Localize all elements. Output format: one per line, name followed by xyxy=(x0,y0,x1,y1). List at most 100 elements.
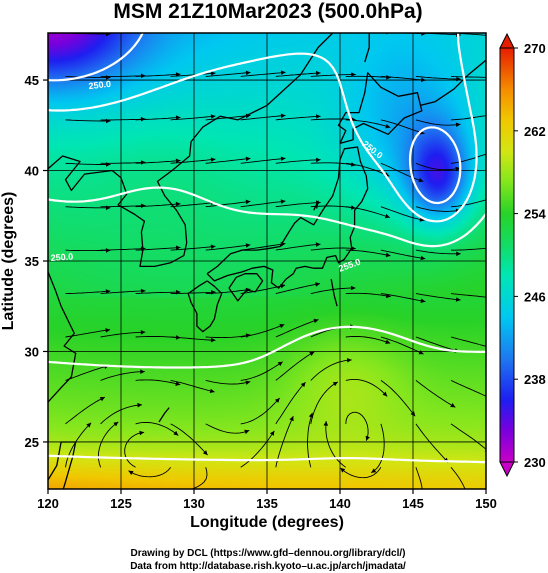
y-tick-label: 40 xyxy=(25,164,39,179)
contour-240 xyxy=(48,33,462,205)
streamline-arrow xyxy=(173,430,179,436)
streamline-arrow xyxy=(316,28,321,33)
streamline xyxy=(450,293,486,298)
colorbar-tick-label: 246 xyxy=(524,289,546,304)
streamline-arrow xyxy=(309,351,315,356)
streamline-arrow xyxy=(332,381,338,387)
x-tick-label: 145 xyxy=(402,496,424,511)
streamline xyxy=(205,157,251,164)
streamline xyxy=(345,378,388,397)
streamline xyxy=(170,379,215,393)
streamline-arrow xyxy=(316,200,321,205)
streamline-arrow xyxy=(280,199,286,204)
streamline-arrow xyxy=(245,156,251,162)
streamline xyxy=(170,201,216,208)
streamline xyxy=(65,396,106,425)
streamline xyxy=(100,404,143,425)
streamline-arrow xyxy=(137,402,142,408)
streamline-arrow xyxy=(421,77,426,83)
chart-title: MSM 21Z10Mar2023 (500.0hPa) xyxy=(113,0,422,23)
streamline-arrow xyxy=(140,160,146,165)
streamline-arrow xyxy=(456,251,461,257)
streamline xyxy=(135,160,181,164)
streamline xyxy=(370,423,385,474)
streamline xyxy=(240,157,286,164)
streamline xyxy=(415,75,461,80)
streamline-arrow xyxy=(490,346,495,350)
streamline-arrow xyxy=(245,287,251,293)
streamline xyxy=(450,247,486,251)
streamline-arrow xyxy=(140,203,146,209)
coast-sakhalin xyxy=(364,33,370,63)
streamline-arrow xyxy=(385,339,391,344)
wind-streamlines xyxy=(65,28,496,516)
colorbar-tick-label: 230 xyxy=(524,455,546,470)
streamline xyxy=(345,411,369,441)
streamline xyxy=(170,72,216,77)
streamline xyxy=(128,467,171,478)
streamline-arrow xyxy=(455,166,461,172)
streamline xyxy=(170,336,216,341)
colorbar-tick-label: 262 xyxy=(524,124,546,139)
streamline-arrow xyxy=(280,242,286,247)
streamline-arrow xyxy=(113,421,119,427)
colorbar-tick-label: 270 xyxy=(524,41,546,56)
streamline-arrow xyxy=(99,397,105,402)
streamline-arrow xyxy=(245,243,251,248)
coast-hokkaido xyxy=(337,72,423,145)
streamline-arrow xyxy=(491,34,496,39)
streamline-arrow xyxy=(491,113,496,118)
streamline-arrow xyxy=(316,157,321,163)
streamline-arrow xyxy=(420,298,426,303)
streamline-arrow xyxy=(280,113,286,119)
streamline xyxy=(345,249,391,257)
y-tick-label: 30 xyxy=(25,344,39,359)
streamline xyxy=(275,115,321,121)
streamline xyxy=(450,423,486,450)
y-tick-label: 25 xyxy=(25,435,39,450)
streamline-arrow xyxy=(300,382,306,388)
streamline xyxy=(275,319,319,338)
streamline xyxy=(205,288,251,295)
streamline-arrow xyxy=(315,282,320,287)
streamline xyxy=(240,71,286,77)
streamline xyxy=(240,243,286,251)
streamline xyxy=(275,283,321,295)
streamline-arrow xyxy=(128,470,134,475)
streamline-arrow xyxy=(210,71,216,76)
streamline xyxy=(275,159,321,164)
coast-ryukyu xyxy=(158,407,170,423)
streamline xyxy=(380,119,425,135)
streamline xyxy=(240,200,286,208)
streamline xyxy=(170,245,216,251)
streamline-arrow xyxy=(456,76,461,82)
streamline xyxy=(100,371,145,381)
streamline xyxy=(170,158,216,164)
streamline xyxy=(240,397,281,425)
streamline-arrow xyxy=(277,361,283,367)
streamline xyxy=(205,334,251,339)
streamline-arrow xyxy=(210,244,216,250)
streamline xyxy=(205,114,251,121)
streamline xyxy=(310,74,356,77)
streamline xyxy=(170,115,216,121)
streamline-arrow xyxy=(466,511,471,516)
streamline xyxy=(124,431,145,468)
contour-250 xyxy=(48,186,486,248)
streamline-arrow xyxy=(175,245,181,251)
streamline xyxy=(380,249,426,260)
streamline xyxy=(415,380,456,408)
y-axis-label: Latitude (degrees) xyxy=(0,192,17,331)
streamline xyxy=(345,119,391,128)
streamline-arrow xyxy=(351,72,356,77)
streamline xyxy=(275,351,315,381)
streamline-arrow xyxy=(316,114,321,119)
streamline xyxy=(380,380,416,417)
streamline-arrow xyxy=(315,242,321,247)
streamline xyxy=(310,287,356,295)
streamline-arrow xyxy=(245,199,251,205)
coast-shikoku xyxy=(228,273,264,302)
streamline xyxy=(191,467,208,489)
streamline-arrow xyxy=(418,350,424,355)
